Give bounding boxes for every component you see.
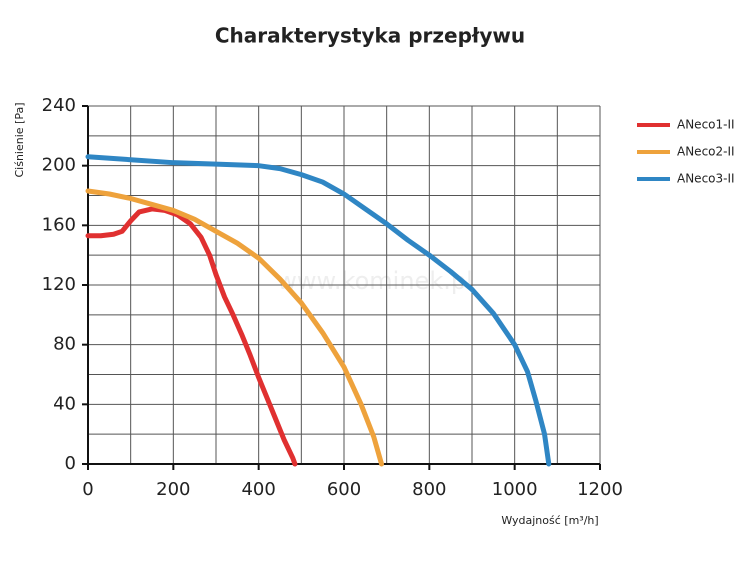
y-tick-label: 0 xyxy=(65,453,76,474)
x-tick-label: 1200 xyxy=(577,479,623,500)
x-tick-label: 800 xyxy=(412,479,446,500)
x-tick-label: 0 xyxy=(82,479,93,500)
y-tick-label: 120 xyxy=(42,274,76,295)
series-line xyxy=(85,206,298,467)
watermark: www.kominek.pl xyxy=(277,267,473,295)
x-tick-label: 400 xyxy=(241,479,275,500)
y-tick-label: 240 xyxy=(42,95,76,116)
y-axis-label: Ciśnienie [Pa] xyxy=(13,102,26,177)
chart-title: Charakterystyka przepływu xyxy=(215,24,525,48)
y-tick-label: 80 xyxy=(53,334,76,355)
y-tick-label: 40 xyxy=(53,393,76,414)
x-tick-label: 1000 xyxy=(492,479,538,500)
legend-label: ANeco2-II xyxy=(677,145,735,159)
legend-label: ANeco1-II xyxy=(677,118,735,132)
series-line xyxy=(85,188,385,467)
x-tick-label: 600 xyxy=(327,479,361,500)
y-tick-label: 200 xyxy=(42,155,76,176)
x-axis-label: Wydajność [m³/h] xyxy=(501,514,598,527)
series-line xyxy=(85,154,552,467)
x-tick-label: 200 xyxy=(156,479,190,500)
legend-label: ANeco3-II xyxy=(677,172,735,186)
y-tick-label: 160 xyxy=(42,214,76,235)
